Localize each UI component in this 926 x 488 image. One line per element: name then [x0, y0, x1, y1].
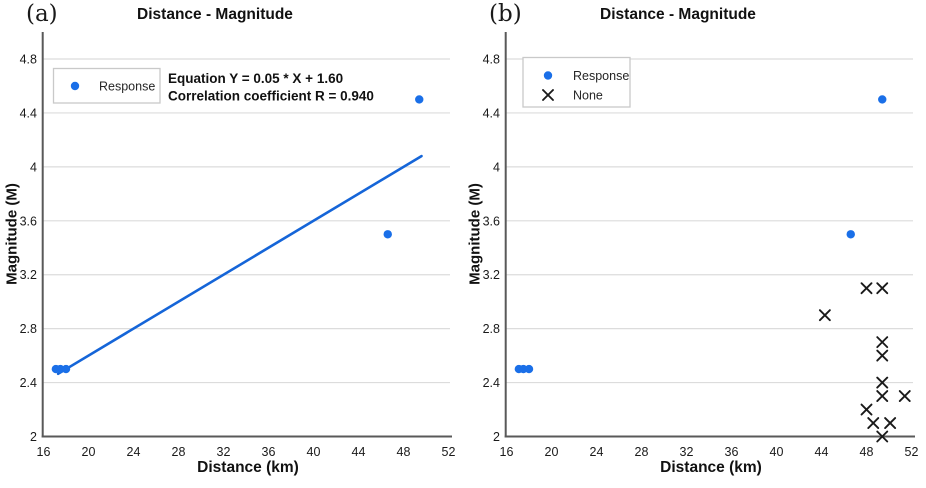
x-tick-label: 28 — [172, 445, 186, 459]
x-tick-label: 40 — [770, 445, 784, 459]
data-point-response — [61, 364, 71, 374]
legend-label: None — [573, 89, 603, 103]
data-point-response — [415, 95, 424, 104]
legend-label: Response — [573, 69, 629, 83]
panel-b: 2 2.4 2.8 3.2 3.6 4 4.4 4.8 16 20 24 28 32 36 40 44 48 52… — [463, 0, 926, 488]
x-tick-label: 20 — [82, 445, 96, 459]
panel-b-tag: (b) — [489, 1, 522, 27]
data-point-none — [860, 282, 873, 295]
y-tick-label: 3.6 — [483, 214, 500, 228]
x-tick-label: 40 — [307, 445, 321, 459]
x-tick-label: 32 — [217, 445, 231, 459]
panel-b-y-axis-label: Magnitude (M) — [466, 183, 484, 285]
panel-a-title: Distance - Magnitude — [137, 6, 293, 23]
y-tick-label: 4.4 — [483, 106, 500, 120]
y-tick-label: 4.8 — [483, 53, 500, 67]
x-tick-label: 52 — [442, 445, 456, 459]
data-point-none — [867, 417, 880, 429]
x-tick-label: 28 — [635, 445, 649, 459]
data-point-none — [898, 390, 911, 403]
annotation-line: Correlation coefficient R = 0.940 — [168, 89, 374, 104]
data-point-none — [876, 430, 889, 443]
data-point-none — [860, 403, 873, 416]
data-point-none — [818, 309, 831, 322]
x-tick-label: 32 — [680, 445, 694, 459]
panel-a-x-axis-label: Distance (km) — [197, 459, 299, 476]
legend-marker-circle-icon — [543, 71, 553, 80]
x-tick-label: 44 — [815, 445, 829, 459]
y-tick-label: 2.8 — [483, 322, 500, 336]
x-tick-label: 16 — [37, 445, 51, 459]
y-tick-label: 2.4 — [483, 376, 500, 390]
data-point-none — [876, 349, 889, 362]
y-tick-label: 4 — [30, 160, 37, 174]
x-tick-label: 16 — [500, 445, 514, 459]
y-tick-label: 3.2 — [20, 268, 37, 282]
x-tick-label: 24 — [590, 445, 604, 459]
x-tick-label: 48 — [860, 445, 874, 459]
x-tick-label: 36 — [262, 445, 276, 459]
legend-box — [522, 56, 631, 108]
x-tick-label: 52 — [905, 445, 919, 459]
y-tick-label: 4.8 — [20, 53, 37, 67]
x-tick-label: 44 — [352, 445, 366, 459]
panel-a-tag: (a) — [26, 1, 58, 27]
data-point-response — [846, 230, 855, 239]
x-tick-label: 20 — [545, 445, 559, 459]
x-tick-label: 36 — [725, 445, 739, 459]
annotation-line: Equation Y = 0.05 * X + 1.60 — [168, 71, 343, 86]
y-tick-label: 2 — [30, 430, 37, 444]
x-tick-label: 24 — [127, 445, 141, 459]
panel-a-plot: 2 2.4 2.8 3.2 3.6 4 4.4 4.8 16 20 24 28 32 36 40 44 48 52… — [20, 32, 456, 459]
y-tick-label: 4 — [493, 160, 500, 174]
legend-marker-circle-icon — [70, 81, 80, 91]
data-point-none — [876, 336, 889, 349]
y-tick-label: 2.4 — [20, 376, 37, 390]
trend-line — [56, 154, 423, 376]
panel-a: 2 2.4 2.8 3.2 3.6 4 4.4 4.8 16 20 24 28 32 36 40 44 48 52… — [3, 1, 456, 476]
y-tick-label: 3.6 — [20, 214, 37, 228]
data-point-response — [524, 364, 534, 374]
y-tick-label: 3.2 — [483, 268, 500, 282]
panel-b-title: Distance - Magnitude — [600, 6, 756, 23]
y-tick-label: 4.4 — [20, 106, 37, 120]
data-point-response — [383, 230, 392, 239]
y-tick-label: 2 — [493, 430, 500, 444]
data-point-none — [876, 376, 889, 389]
legend-label: Response — [99, 80, 155, 94]
y-tick-label: 2.8 — [20, 322, 37, 336]
data-point-response — [878, 95, 887, 104]
x-tick-label: 48 — [397, 445, 411, 459]
legend-marker-x-icon — [542, 89, 554, 101]
data-point-none — [876, 390, 889, 403]
panel-b-plot: 2 2.4 2.8 3.2 3.6 4 4.4 4.8 16 20 24 28 32 36 40 44 48 52… — [483, 32, 919, 459]
data-point-none — [884, 417, 897, 429]
panel-b-x-axis-label: Distance (km) — [660, 459, 762, 476]
panel-a-y-axis-label: Magnitude (M) — [3, 183, 21, 285]
data-point-none — [876, 282, 889, 295]
